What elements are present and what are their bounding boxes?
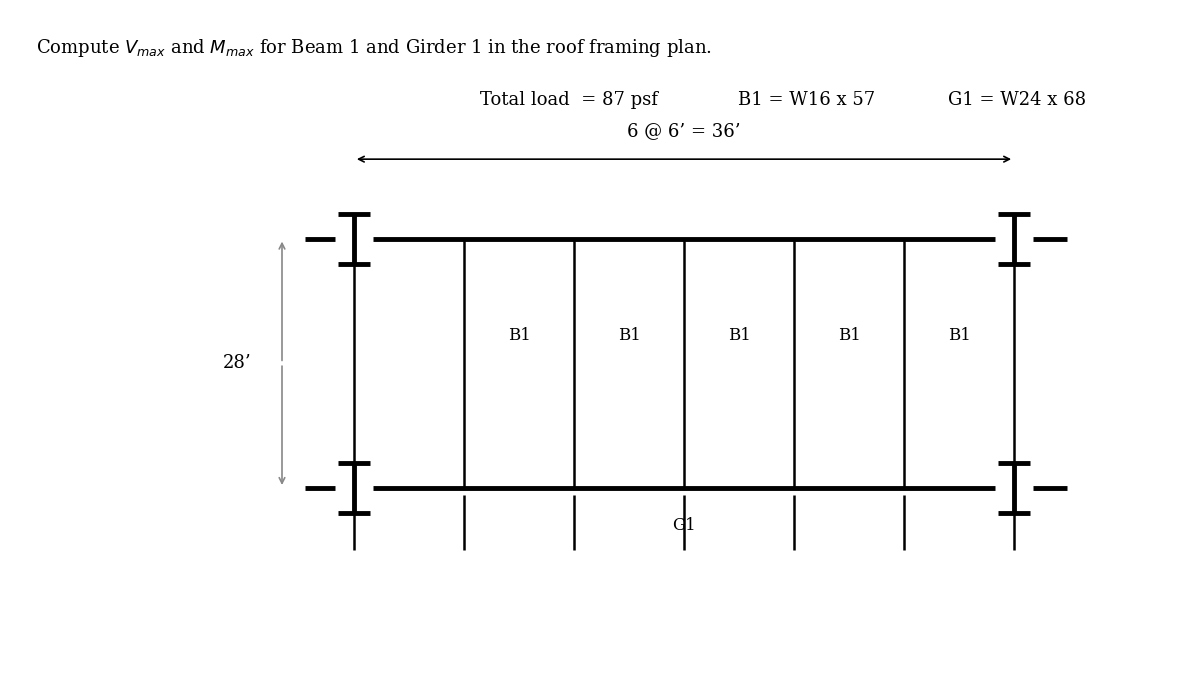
Text: Total load  = 87 psf: Total load = 87 psf [480,91,658,109]
Text: B1: B1 [838,327,860,344]
Text: B1: B1 [508,327,530,344]
Text: G1 = W24 x 68: G1 = W24 x 68 [948,91,1086,109]
Text: G1: G1 [672,518,696,534]
Text: B1: B1 [618,327,641,344]
Text: B1: B1 [948,327,971,344]
Text: Compute $V_{max}$ and $M_{max}$ for Beam 1 and Girder 1 in the roof framing plan: Compute $V_{max}$ and $M_{max}$ for Beam… [36,37,712,60]
Text: 6 @ 6’ = 36’: 6 @ 6’ = 36’ [628,122,740,140]
Text: B1: B1 [727,327,750,344]
Text: 28’: 28’ [223,354,252,372]
Text: B1 = W16 x 57: B1 = W16 x 57 [738,91,875,109]
